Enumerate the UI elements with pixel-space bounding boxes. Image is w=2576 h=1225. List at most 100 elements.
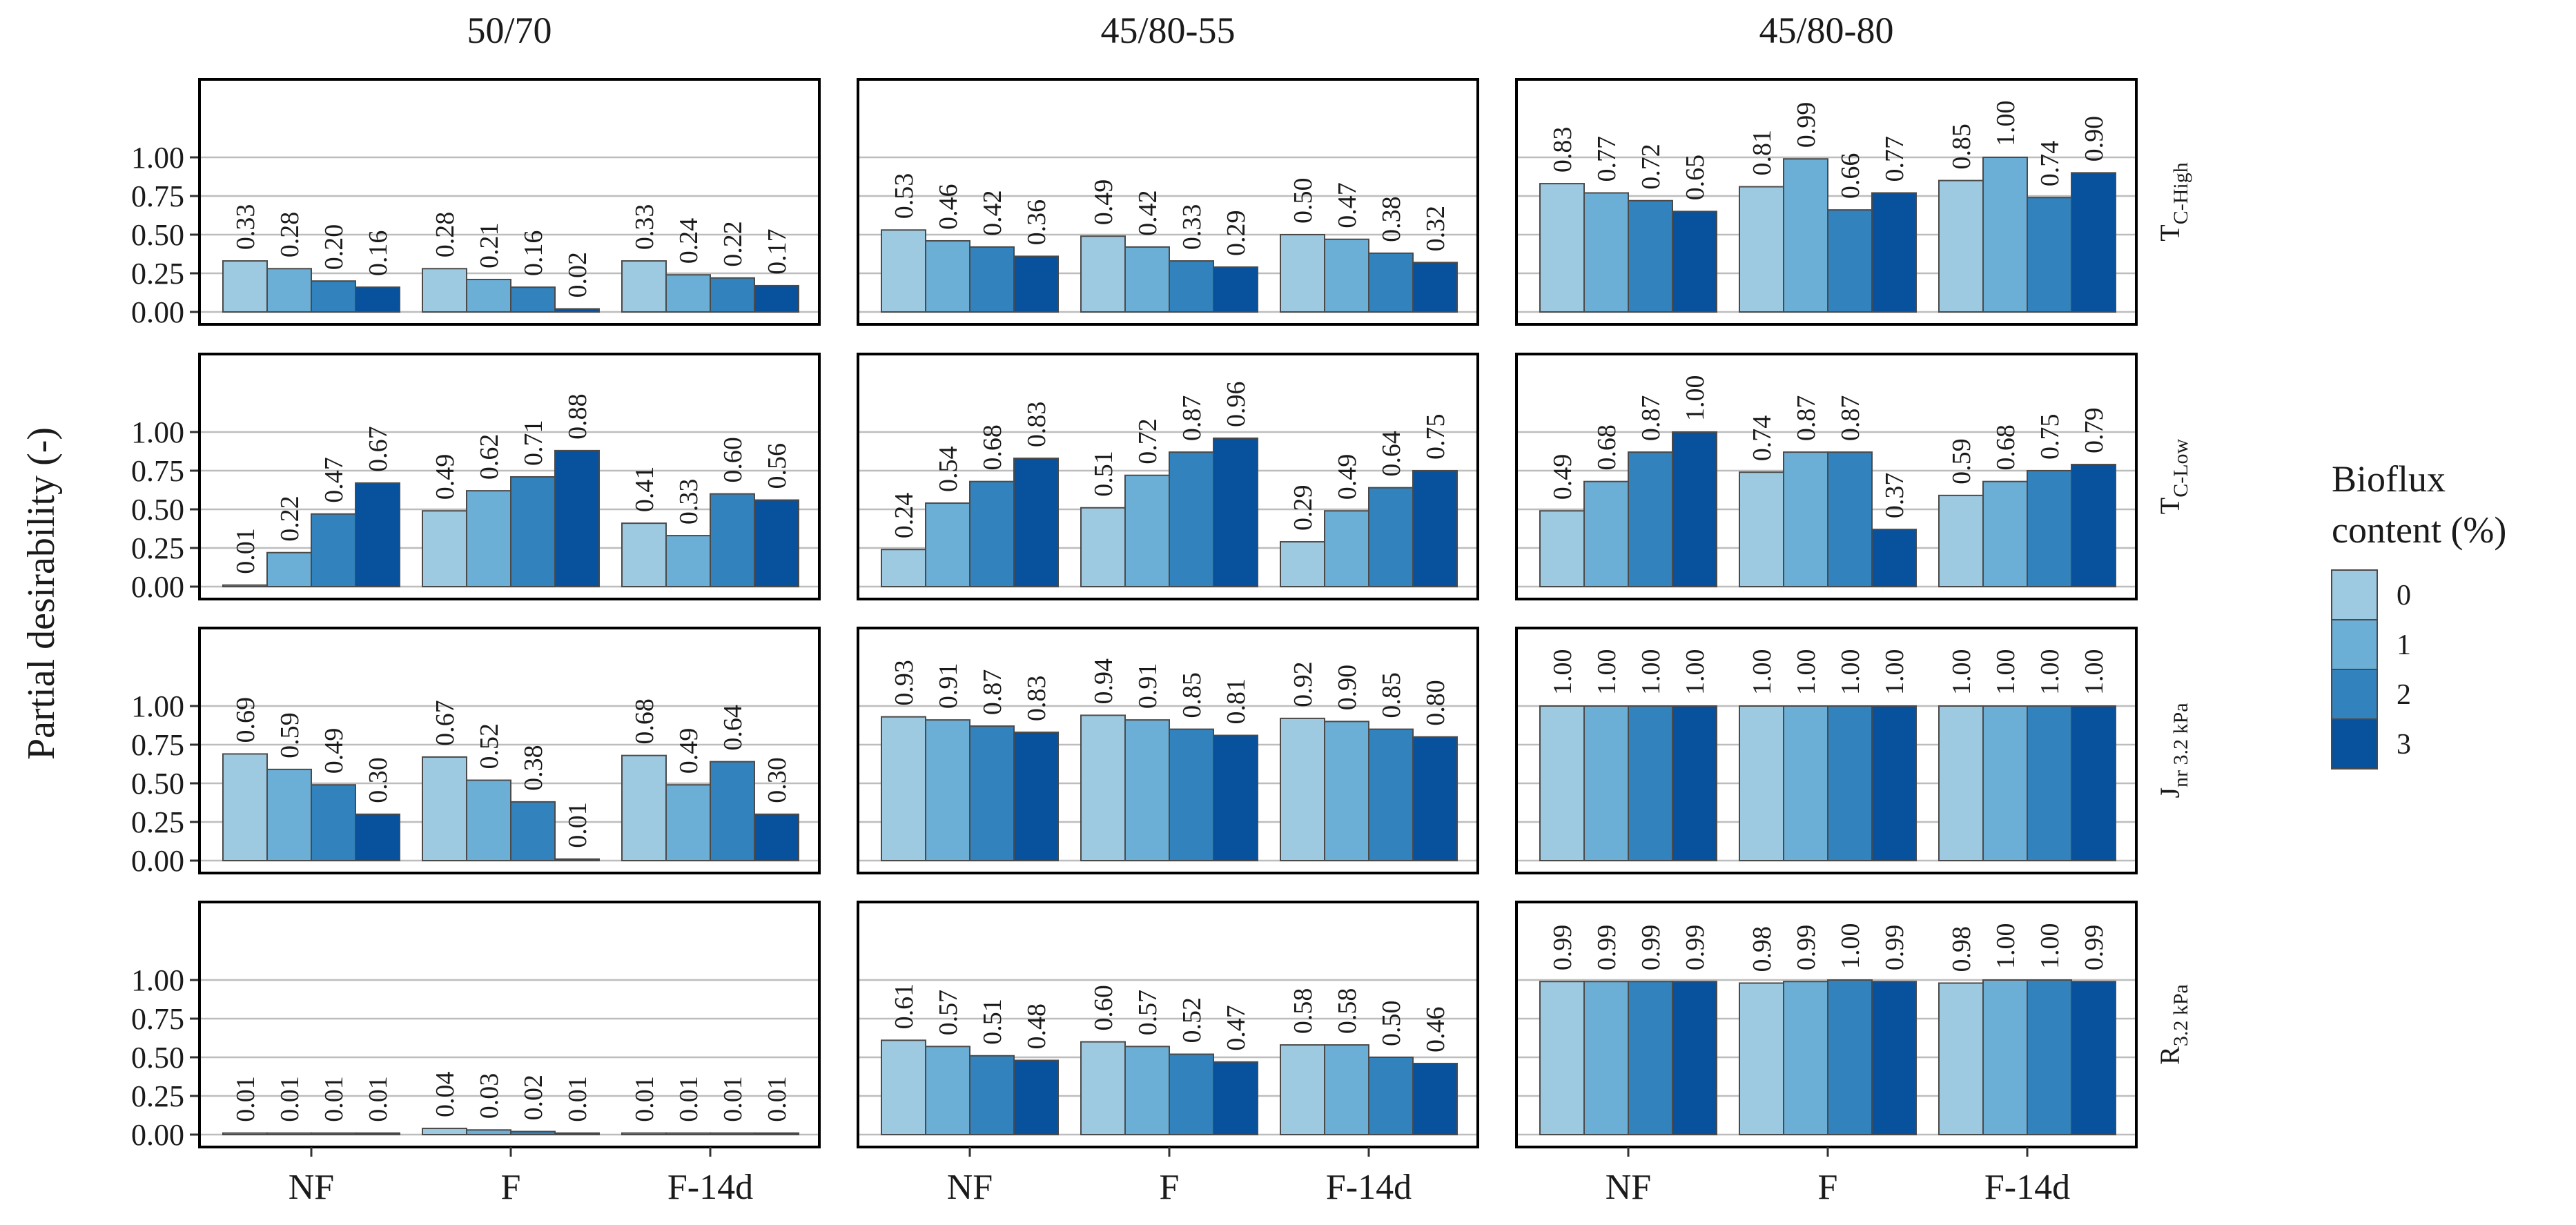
x-tick-label: NF: [947, 1168, 993, 1207]
panel: 0.61 0.57 0.51 0.48 0.60 0.57 0.52 0.47 0.58 0.58…: [857, 901, 1479, 1148]
panel: 1.00 1.00 1.00 1.00 1.00 1.00 1.00 1.00 1.00 1.00…: [1515, 627, 2138, 874]
panel-frame: [198, 901, 821, 1148]
row-label: Jnr 3.2 kPa: [2154, 703, 2192, 798]
row-label-subscript: C-High: [2169, 162, 2192, 224]
bar: [1080, 507, 1126, 588]
bar: [1871, 529, 1917, 587]
data-label: 0.16: [519, 231, 548, 277]
bar: [1783, 451, 1828, 587]
data-label: 0.22: [719, 221, 748, 267]
data-label: 0.99: [1792, 925, 1821, 971]
data-label: 0.01: [320, 1076, 349, 1122]
data-label: 0.57: [1133, 990, 1162, 1036]
panel: 0.69 0.59 0.49 0.30 0.67 0.52 0.38 0.01 0.68 0.49…: [198, 627, 821, 874]
data-label: 0.83: [1548, 127, 1577, 173]
panel: 0.99 0.99 0.99 0.99 0.98 0.99 1.00 0.99 0.98 1.00…: [1515, 901, 2138, 1148]
y-tick-label: 1.00: [131, 141, 184, 175]
data-label: 0.47: [1222, 1005, 1251, 1051]
data-label: 0.17: [763, 228, 792, 275]
panel-frame: [857, 901, 1479, 1148]
data-label: 0.33: [1178, 204, 1207, 251]
data-label: 0.91: [934, 663, 963, 709]
data-label: 0.94: [1089, 658, 1118, 705]
data-label: 0.29: [1222, 210, 1251, 257]
data-label: 0.87: [978, 669, 1007, 716]
data-label: 0.01: [563, 1076, 592, 1122]
bar: [466, 779, 511, 862]
data-label: 0.85: [1377, 672, 1406, 718]
y-tick-label: 0.50: [131, 493, 184, 527]
bar: [1583, 705, 1629, 861]
bar: [1982, 157, 2028, 313]
data-label: 0.01: [364, 1076, 393, 1122]
data-label: 0.99: [2080, 925, 2109, 971]
bar: [665, 535, 711, 588]
data-label: 0.66: [1836, 153, 1865, 199]
bar: [881, 716, 926, 862]
bar: [554, 858, 600, 862]
bar: [881, 549, 926, 587]
bar: [311, 1132, 356, 1136]
y-tick-label: 0.75: [131, 728, 184, 762]
bar: [1827, 705, 1873, 861]
x-tick-label: F-14d: [1984, 1168, 2070, 1207]
data-label: 0.99: [1548, 925, 1577, 971]
bar: [466, 490, 511, 587]
data-label: 1.00: [1637, 649, 1666, 696]
bar: [1280, 1044, 1325, 1135]
data-label: 0.28: [275, 212, 304, 258]
bar: [1013, 458, 1059, 588]
bar: [1412, 1062, 1458, 1135]
bar: [1368, 1057, 1414, 1135]
data-label: 0.87: [1836, 395, 1865, 442]
data-label: 0.01: [231, 1076, 260, 1122]
panel-frame: [1515, 901, 2138, 1148]
legend-key: [2331, 669, 2378, 720]
bar: [1124, 1046, 1170, 1135]
bar: [266, 1132, 312, 1136]
legend-key: [2331, 718, 2378, 770]
data-label: 0.49: [431, 454, 460, 500]
bar: [1013, 1059, 1059, 1135]
bar: [1827, 979, 1873, 1135]
bar: [355, 813, 400, 862]
column-title: 45/80-55: [1101, 10, 1236, 51]
bar: [710, 277, 755, 313]
data-label: 0.16: [364, 231, 393, 277]
bar: [1739, 705, 1784, 861]
data-label: 0.68: [978, 424, 1007, 471]
data-label: 0.01: [630, 1076, 659, 1122]
bar: [466, 1129, 511, 1136]
data-label: 0.52: [475, 723, 504, 770]
data-label: 0.01: [719, 1076, 748, 1122]
bar: [969, 1055, 1015, 1136]
data-label: 1.00: [1681, 375, 1710, 422]
row-label-main: R: [2154, 1046, 2185, 1065]
bar: [2027, 470, 2072, 587]
data-label: 0.87: [1178, 395, 1207, 442]
data-label: 0.75: [2036, 414, 2065, 460]
bar: [1628, 451, 1673, 587]
bar: [621, 754, 667, 862]
data-label: 0.68: [1991, 424, 2020, 471]
y-tick-label: 0.00: [131, 295, 184, 329]
y-tick-label: 0.75: [131, 1002, 184, 1036]
data-label: 0.49: [674, 728, 703, 774]
data-label: 1.00: [2080, 649, 2109, 696]
panel-frame: [1515, 627, 2138, 874]
data-label: 0.49: [320, 728, 349, 774]
bar: [355, 1132, 400, 1136]
bar: [1280, 234, 1325, 313]
bar: [925, 1046, 970, 1135]
bar: [1783, 981, 1828, 1135]
bar: [1412, 736, 1458, 862]
data-label: 1.00: [1592, 649, 1621, 696]
data-label: 0.49: [1548, 454, 1577, 500]
data-label: 0.20: [320, 224, 349, 271]
bar: [1213, 266, 1258, 313]
data-label: 0.24: [890, 493, 919, 539]
data-label: 1.00: [1947, 649, 1976, 696]
data-label: 0.61: [890, 983, 919, 1030]
data-label: 0.46: [934, 184, 963, 230]
